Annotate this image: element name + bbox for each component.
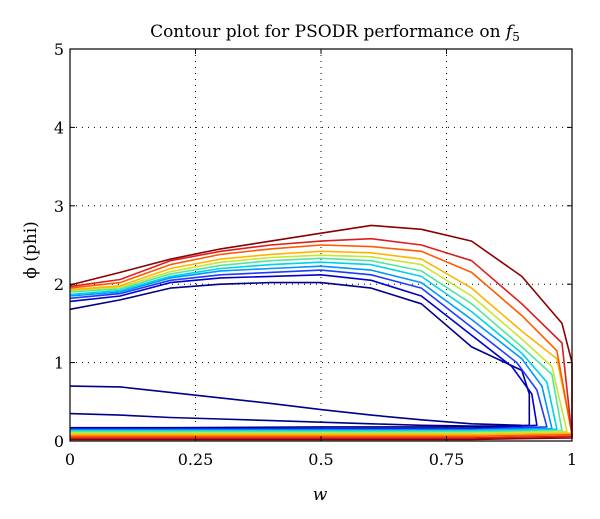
y-tick-label: 3	[54, 197, 64, 216]
chart-title: Contour plot for PSODR performance on f5	[150, 22, 520, 44]
y-tick-label: 2	[54, 275, 64, 294]
chart-title-text: Contour plot for PSODR performance on	[150, 22, 506, 42]
y-tick-label: 1	[54, 354, 64, 373]
x-tick-label: 0.25	[178, 450, 214, 469]
x-tick-label: 0	[65, 450, 75, 469]
x-axis-label: w	[313, 485, 328, 505]
y-tick-label: 4	[54, 118, 64, 137]
contour-line	[69, 254, 568, 435]
contour-line	[69, 269, 548, 431]
contour-line	[69, 261, 558, 432]
contour-layer	[69, 224, 573, 441]
contour-line	[69, 281, 531, 429]
contour-line	[69, 385, 522, 427]
tick-layer: 0 0.25 0.5 0.75 1 0 1 2 3 4 5	[54, 40, 577, 469]
x-tick-label: 1	[567, 450, 577, 469]
x-tick-label: 0.5	[308, 450, 333, 469]
y-tick-label: 0	[54, 432, 64, 451]
chart-title-function: f	[504, 22, 515, 42]
contour-line	[69, 250, 573, 436]
contour-line	[69, 257, 563, 433]
contour-line	[69, 224, 573, 441]
contour-line	[69, 273, 538, 430]
contour-line	[69, 412, 522, 427]
contour-line	[69, 244, 573, 438]
y-tick-label: 5	[54, 40, 64, 59]
chart-title-subscript: 5	[512, 30, 520, 44]
y-axis-label: ϕ (phi)	[21, 221, 41, 279]
x-tick-label: 0.75	[429, 450, 465, 469]
contour-line	[69, 237, 573, 439]
